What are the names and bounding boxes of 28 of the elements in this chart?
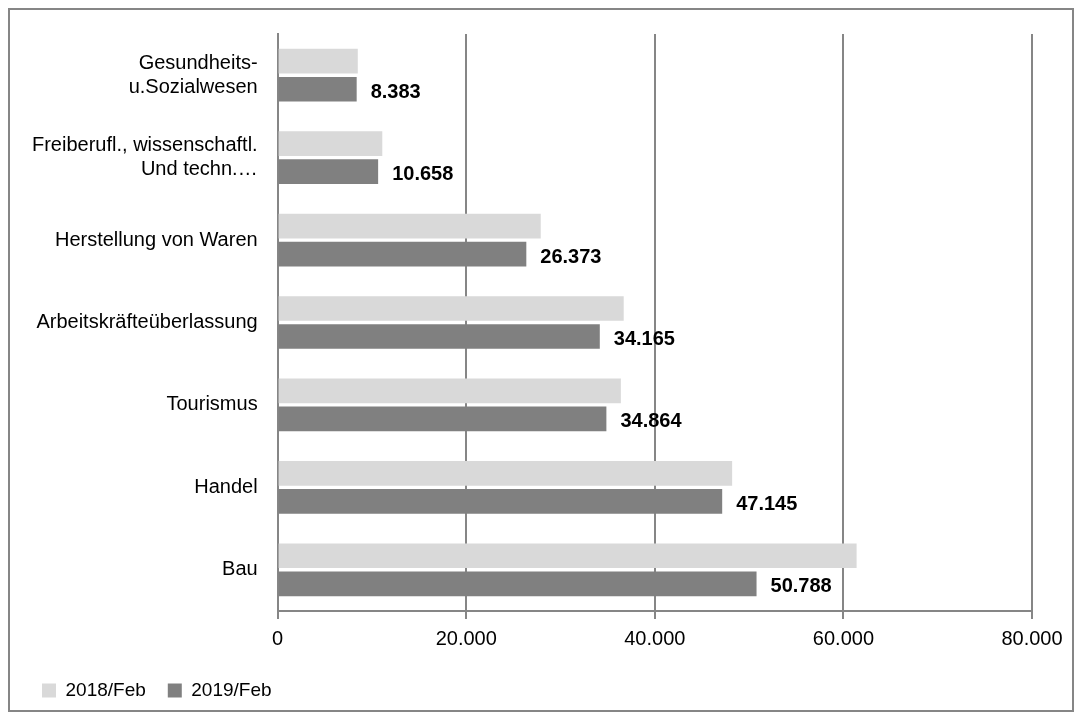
y-tick-label: Gesundheits- u.Sozialwesen	[128, 50, 258, 97]
x-tick-label: 40.000	[624, 626, 686, 649]
y-tick-label: Herstellung von Waren	[54, 227, 258, 250]
bar	[278, 213, 541, 239]
data-label: 47.145	[736, 491, 798, 514]
legend-label: 2019/Feb	[191, 678, 272, 700]
y-tick-label: Arbeitskräfteüberlassung	[36, 310, 258, 333]
x-tick-label: 60.000	[812, 626, 874, 649]
bar	[278, 378, 621, 404]
x-tick-label: 0	[272, 626, 284, 649]
data-label: 34.165	[613, 327, 675, 350]
y-tick-label: Handel	[194, 474, 258, 497]
data-label: 8.383	[370, 79, 421, 102]
bar	[278, 131, 383, 156]
data-label: 34.864	[620, 409, 683, 432]
legend-label: 2018/Feb	[65, 678, 146, 700]
bar	[278, 461, 733, 486]
y-tick-label: Bau	[222, 557, 258, 580]
y-tick-label: Freiberufl., wissenschaftl. Und techn.…	[31, 133, 258, 180]
data-label: 26.373	[540, 244, 602, 267]
data-label: 50.788	[770, 574, 832, 597]
x-tick-label: 20.000	[435, 626, 497, 649]
bar	[278, 48, 358, 74]
data-label: 10.658	[392, 162, 454, 185]
bar	[278, 543, 857, 569]
x-tick-label: 80.000	[1001, 626, 1063, 649]
y-tick-label: Tourismus	[166, 392, 258, 415]
bar	[278, 296, 624, 321]
